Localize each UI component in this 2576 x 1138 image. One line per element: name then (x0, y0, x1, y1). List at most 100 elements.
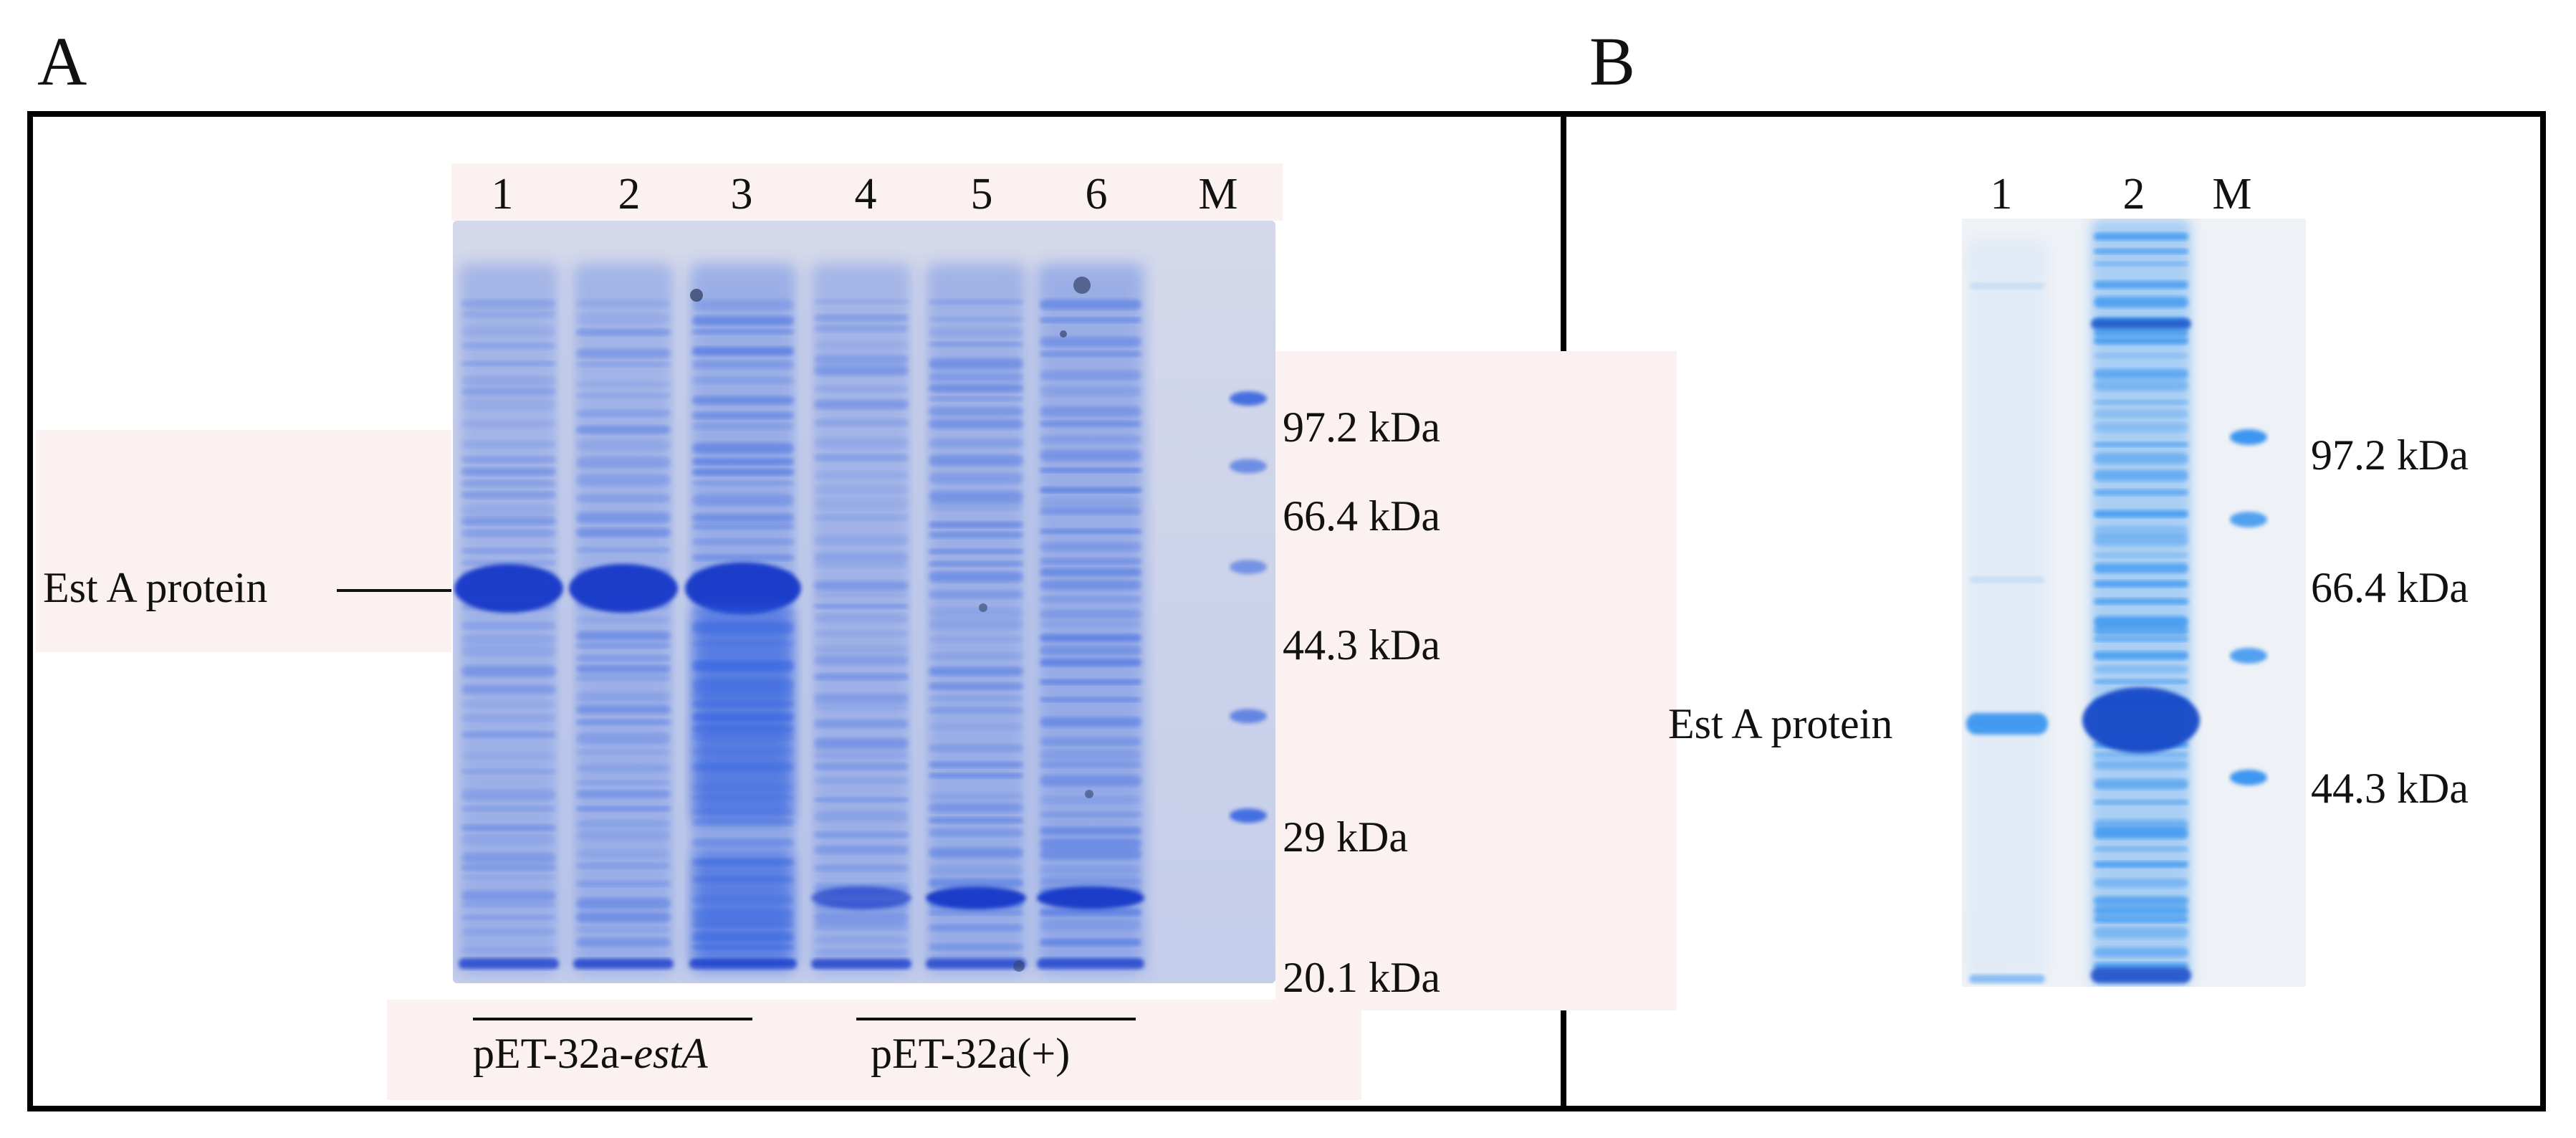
panel-a-lanes (454, 264, 1144, 973)
gel-band (461, 915, 556, 920)
gel-band (576, 426, 671, 434)
gel-band (461, 517, 556, 525)
gel-band (929, 561, 1023, 567)
gel-band (814, 553, 909, 563)
gel-lane-smear (1968, 240, 2046, 978)
gel-band (576, 912, 671, 923)
gel-band (929, 608, 1023, 618)
gel-band (461, 902, 556, 907)
gel-band (814, 325, 909, 333)
gel-band (2094, 580, 2188, 588)
panel-a-lane-5: 5 (970, 170, 993, 219)
gel-band (461, 875, 556, 880)
gel-band (2094, 679, 2188, 684)
gel-band (576, 300, 671, 307)
gel-band (461, 456, 556, 463)
gel-band (576, 631, 671, 641)
gel-band (692, 316, 794, 326)
gel-band (461, 947, 556, 953)
gel-band (929, 384, 1023, 393)
gel-band (576, 831, 671, 841)
panel-a-group-1-italic: estA (633, 1030, 708, 1077)
fusion-tag-band (1037, 886, 1144, 909)
gel-band (576, 382, 671, 387)
gel-band (692, 347, 794, 356)
gel-band (814, 419, 909, 426)
gel-band (1040, 529, 1141, 534)
gel-band (929, 793, 1023, 800)
gel-band (1040, 317, 1141, 323)
gel-band (576, 393, 671, 398)
gel-band (814, 912, 909, 923)
est-a-band (685, 562, 801, 615)
gel-lane-smear (694, 608, 793, 823)
gel-band (576, 938, 671, 947)
gel-band (814, 937, 909, 944)
gel-band (814, 355, 909, 365)
dye-front (459, 959, 559, 969)
gel-band (2094, 666, 2188, 673)
panel-b-lanes (1966, 219, 2267, 987)
gel-band (929, 407, 1023, 416)
panel-a-shade-right (1275, 351, 1677, 1010)
panel-b-gel (1962, 219, 2306, 987)
gel-speck (1060, 330, 1067, 338)
gel-band (576, 655, 671, 662)
gel-band (814, 400, 909, 409)
gel-band (929, 501, 1023, 510)
gel-band (814, 846, 909, 854)
gel-band (929, 866, 1023, 876)
gel-band (576, 329, 671, 336)
panel-a-marker-44: 44.3 kDa (1283, 621, 1440, 669)
marker-band (2230, 770, 2267, 785)
panel-a-est-a-pointer (337, 589, 451, 592)
gel-band (1040, 775, 1141, 787)
gel-band (814, 386, 909, 393)
gel-band (2094, 369, 2188, 379)
gel-band (1040, 877, 1141, 886)
gel-band (461, 376, 556, 386)
gel-band (461, 480, 556, 487)
gel-band (814, 340, 909, 350)
gel-band (814, 563, 909, 568)
gel-band (692, 300, 794, 311)
panel-a-group-1-label: pET-32a-estA (473, 1030, 708, 1077)
gel-band (2094, 328, 2188, 337)
gel-band (814, 300, 909, 305)
gel-band (576, 927, 671, 933)
gel-band (2094, 828, 2188, 839)
gel-band (814, 750, 909, 760)
gel-band (461, 420, 556, 428)
gel-band (1040, 646, 1141, 656)
gel-speck (1085, 790, 1093, 798)
gel-band (692, 555, 794, 561)
gel-band (929, 439, 1023, 448)
panel-a-marker-29: 29 kDa (1283, 813, 1408, 861)
gel-band (929, 473, 1023, 484)
panel-a-gel (453, 221, 1275, 983)
gel-band (1040, 659, 1141, 666)
gel-band (2094, 879, 2188, 888)
gel-band (461, 646, 556, 656)
gel-band (1040, 468, 1141, 473)
panel-a-shade-bottom (387, 1000, 1361, 1100)
gel-band (2094, 760, 2188, 770)
gel-band (814, 656, 909, 666)
gel-band (814, 778, 909, 785)
gel-band (814, 832, 909, 838)
gel-band (1040, 580, 1141, 590)
gel-band (2094, 916, 2188, 923)
gel-band (576, 410, 671, 417)
gel-band (2094, 779, 2188, 790)
gel-band (1040, 450, 1141, 462)
panel-a-lane-3: 3 (730, 170, 753, 219)
gel-band (576, 898, 671, 909)
panel-a-lane-6: 6 (1085, 170, 1108, 219)
gel-band (461, 300, 556, 308)
gel-band (2094, 636, 2188, 642)
gel-band (929, 653, 1023, 660)
dye-front (689, 959, 797, 969)
gel-band (929, 373, 1023, 382)
gel-band (576, 528, 671, 537)
gel-band (1969, 283, 2045, 289)
